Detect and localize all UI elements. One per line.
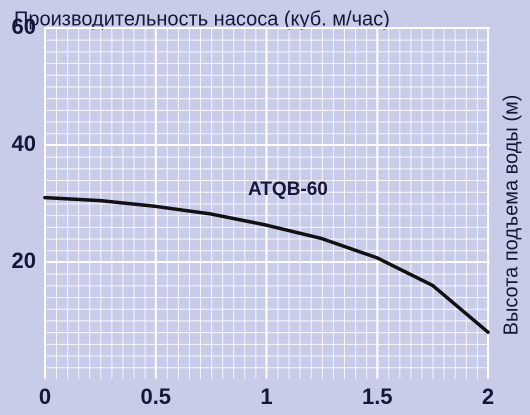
x-tick-label: 1 (260, 384, 272, 409)
y-tick-label: 40 (12, 131, 36, 156)
x-tick-label: 0.5 (140, 384, 171, 409)
y-tick-label: 20 (12, 248, 36, 273)
y-axis-label: Высота подъема воды (м) (500, 95, 522, 336)
x-tick-label: 1.5 (362, 384, 393, 409)
curve (43, 195, 490, 334)
y-tick-label: 60 (12, 14, 36, 39)
chart-title: Производительность насоса (куб. м/час) (14, 8, 390, 30)
x-tick-label: 2 (482, 384, 494, 409)
x-tick-label: 0 (39, 384, 51, 409)
series-label: ATQB-60 (248, 179, 328, 200)
